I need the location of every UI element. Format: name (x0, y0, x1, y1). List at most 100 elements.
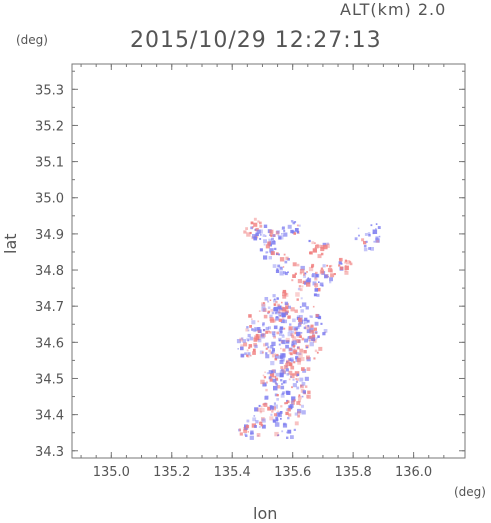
heatmap-cell (262, 234, 266, 237)
heatmap-cell (329, 277, 333, 282)
heatmap-cell (259, 238, 262, 240)
y-tick-label: 34.3 (35, 445, 64, 460)
heatmap-cell (273, 240, 275, 242)
heatmap-cell (268, 376, 272, 380)
heatmap-cell (294, 371, 300, 376)
heatmap-cell (253, 217, 257, 221)
heatmap-cell (299, 352, 302, 355)
heatmap-cell (264, 396, 269, 400)
heatmap-cell (273, 325, 278, 330)
heatmap-cell (292, 274, 296, 278)
heatmap-cell (272, 234, 276, 237)
heatmap-cell (290, 365, 295, 370)
heatmap-cell (274, 393, 278, 397)
heatmap-cell (280, 357, 285, 362)
heatmap-cell (261, 405, 263, 408)
heatmap-cell (284, 402, 287, 405)
heatmap-cell (378, 235, 381, 238)
heatmap-cell (281, 313, 286, 318)
heatmap-cell (261, 307, 266, 312)
heatmap-cell (283, 422, 286, 426)
heatmap-cell (320, 252, 324, 256)
altitude-label: ALT(km) 2.0 (340, 0, 447, 19)
heatmap-cell (358, 234, 360, 237)
heatmap-cell (301, 382, 306, 386)
heatmap-cell (259, 350, 264, 355)
heatmap-cell (276, 297, 279, 300)
heatmap-cell (262, 323, 265, 327)
heatmap-cell (375, 223, 378, 225)
heatmap-cell (291, 386, 293, 389)
heatmap-cell (291, 279, 294, 282)
heatmap-cell (275, 300, 278, 304)
heatmap-cell (276, 394, 279, 397)
heatmap-cell (294, 272, 297, 275)
heatmap-cell (270, 405, 274, 410)
heatmap-cell (247, 333, 251, 338)
heatmap-cell (246, 326, 249, 329)
heatmap-cell (309, 341, 314, 347)
heatmap-cell (291, 341, 294, 343)
heatmap-cell (273, 298, 276, 301)
heatmap-cell (250, 430, 254, 434)
heatmap-cell (272, 406, 276, 411)
heatmap-cell (249, 354, 252, 357)
heatmap-cell (255, 232, 259, 237)
heatmap-cell (304, 317, 308, 321)
heatmap-cell (312, 305, 315, 308)
heatmap-cell (288, 370, 293, 375)
heatmap-cell (274, 381, 277, 384)
heatmap-cell (313, 327, 317, 331)
heatmap-cell (285, 306, 289, 310)
heatmap-cell (293, 348, 296, 350)
heatmap-cell (272, 294, 276, 298)
heatmap-cell (283, 229, 286, 232)
heatmap-cell (303, 350, 307, 354)
heatmap-cell (321, 284, 324, 287)
y-tick-label: 34.8 (35, 264, 64, 279)
heatmap-cell (282, 333, 285, 336)
heatmap-cell (300, 357, 305, 362)
heatmap-cell (278, 328, 283, 332)
heatmap-cell (314, 283, 319, 288)
heatmap-cell (285, 303, 289, 308)
heatmap-cell (338, 261, 342, 265)
heatmap-cell (269, 233, 273, 237)
heatmap-cell (307, 336, 312, 341)
heatmap-cell (245, 227, 248, 230)
heatmap-cell (261, 424, 266, 429)
heatmap-cell (274, 431, 279, 437)
heatmap-cell (258, 229, 263, 234)
heatmap-cell (240, 353, 245, 358)
heatmap-cell (314, 321, 319, 326)
heatmap-cell (246, 419, 250, 423)
heatmap-cell (237, 348, 239, 350)
heatmap-cell (376, 240, 379, 243)
heatmap-cell (279, 411, 283, 414)
heatmap-cell (252, 234, 257, 239)
heatmap-cell (279, 360, 284, 364)
heatmap-cell (262, 302, 265, 304)
heatmap-cell (281, 382, 284, 385)
heatmap-cell (315, 274, 319, 277)
heatmap-cell (282, 291, 287, 296)
heatmap-cell (270, 235, 273, 237)
heatmap-cell (245, 424, 250, 429)
heatmap-cell (249, 325, 252, 328)
heatmap-cell (259, 410, 263, 414)
heatmap-cell (285, 293, 288, 296)
heatmap-cell (291, 343, 295, 347)
heatmap-cell (309, 335, 313, 339)
heatmap-cell (303, 275, 306, 278)
heatmap-cell (276, 331, 280, 335)
heatmap-cell (294, 412, 298, 416)
heatmap-cell (344, 269, 347, 272)
heatmap-cell (344, 259, 347, 262)
heatmap-cell (292, 221, 296, 225)
heatmap-cell (280, 326, 283, 329)
heatmap-cell (275, 253, 278, 255)
heatmap-cell (297, 287, 301, 291)
heatmap-cell (287, 408, 291, 412)
heatmap-cell (263, 343, 267, 347)
heatmap-cell (318, 346, 323, 351)
